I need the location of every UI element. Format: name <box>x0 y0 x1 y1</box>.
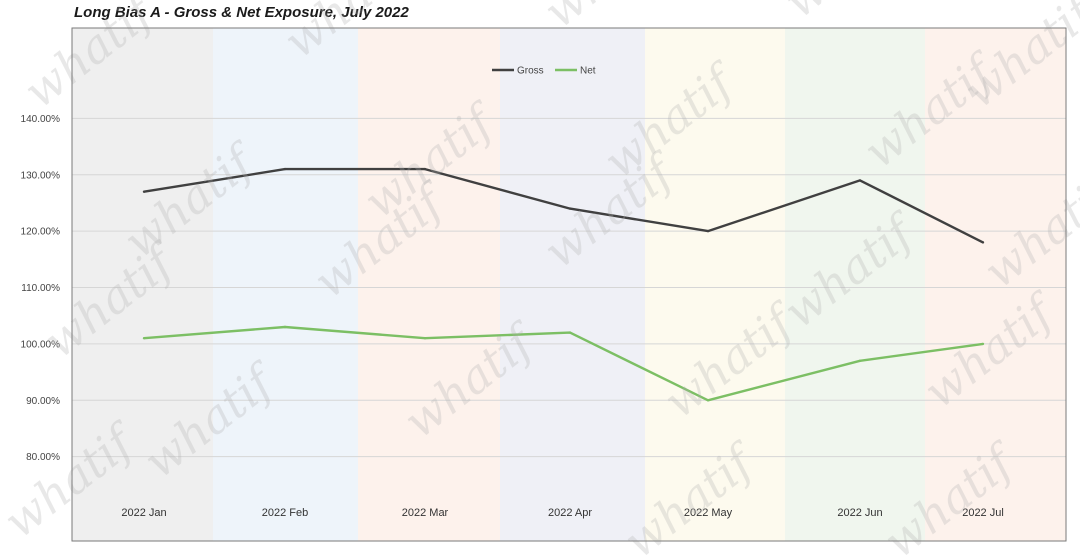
chart-title: Long Bias A - Gross & Net Exposure, July… <box>74 4 409 21</box>
y-tick-label: 100.00% <box>21 339 61 350</box>
category-band <box>72 28 213 541</box>
y-tick-label: 140.00% <box>21 114 61 125</box>
data-point <box>981 342 985 346</box>
data-point <box>706 399 710 402</box>
watermark-text: whatif <box>774 0 928 29</box>
category-band <box>785 28 925 541</box>
data-point <box>981 241 985 244</box>
x-category-label: 2022 Jun <box>837 507 882 519</box>
plot-frame <box>71 27 1067 542</box>
y-axis-tick-labels: 80.00% 90.00% 100.00% 110.00% 120.00% 130.00%… <box>21 114 61 463</box>
legend-label-gross: Gross <box>517 66 544 77</box>
category-band <box>213 28 358 541</box>
y-tick-label: 130.00% <box>21 170 61 181</box>
data-point <box>423 337 427 340</box>
category-band <box>358 28 500 541</box>
category-bands <box>72 28 1066 541</box>
x-category-label: 2022 Apr <box>548 507 592 519</box>
category-band <box>500 28 645 541</box>
data-point <box>283 167 287 171</box>
gridlines <box>72 117 1066 458</box>
data-point <box>283 325 287 329</box>
y-tick-label: 80.00% <box>26 452 60 463</box>
y-tick-label: 120.00% <box>21 227 61 238</box>
data-point <box>142 190 146 193</box>
data-point <box>858 179 862 182</box>
x-category-label: 2022 Feb <box>262 507 308 519</box>
x-category-label: 2022 Jul <box>962 507 1004 519</box>
legend: Gross Net <box>492 66 596 77</box>
y-tick-label: 90.00% <box>26 396 60 407</box>
data-point <box>858 359 862 362</box>
y-tick-label: 110.00% <box>21 283 60 294</box>
series-lines <box>142 167 985 402</box>
legend-label-net: Net <box>580 66 596 77</box>
data-point <box>568 207 572 210</box>
data-point <box>706 229 710 233</box>
x-category-label: 2022 Jan <box>121 507 166 519</box>
data-point <box>568 331 572 334</box>
x-category-label: 2022 May <box>684 507 733 519</box>
x-axis-category-labels: 2022 Jan 2022 Feb 2022 Mar 2022 Apr 2022 May… <box>121 507 1003 519</box>
category-band <box>925 28 1066 541</box>
data-point <box>423 167 427 171</box>
x-category-label: 2022 Mar <box>402 507 449 519</box>
data-point <box>142 337 146 340</box>
category-band <box>645 28 785 541</box>
